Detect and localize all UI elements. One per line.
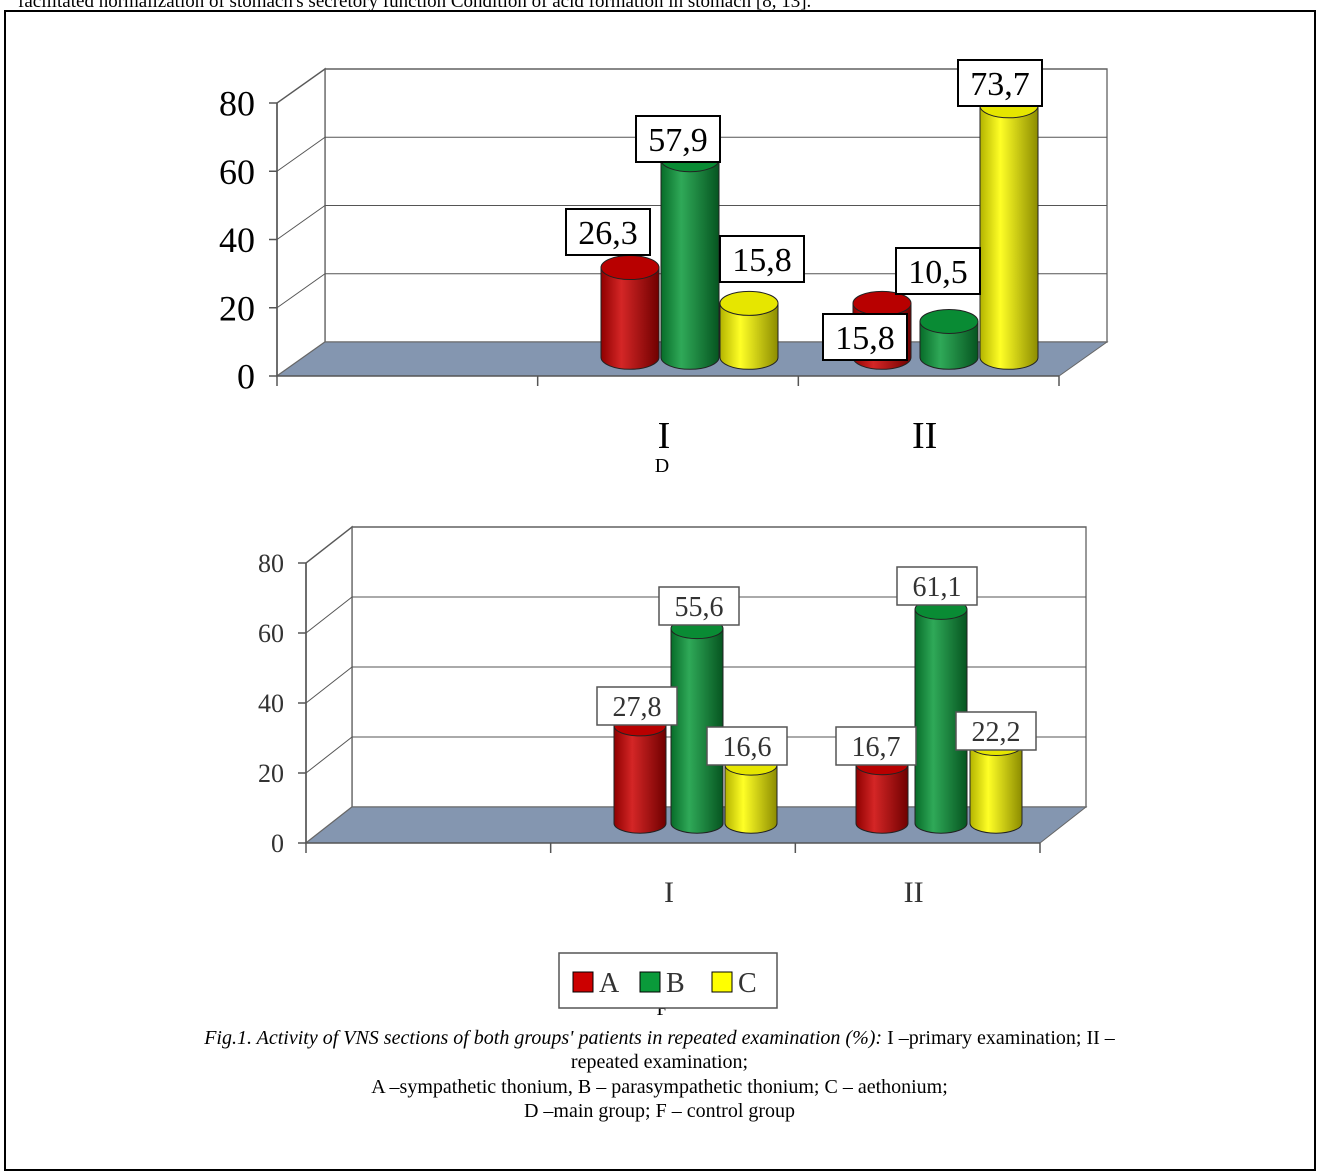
legend-label-b: B: [666, 968, 685, 999]
y-tick-label: 20: [258, 759, 284, 788]
figure-caption-line-2: repeated examination;: [570, 1051, 749, 1073]
data-label: 27,8: [613, 692, 662, 723]
bar-a-i: [600, 267, 660, 370]
bar-b-ii: [919, 320, 979, 370]
data-label-box: [955, 711, 1037, 751]
y-tick-label: 40: [219, 220, 255, 260]
data-label-box: [957, 59, 1043, 107]
figure-caption-line-1: Fig.1. Activity of VNS sections of both …: [0, 1026, 1319, 1050]
data-label: 10,5: [908, 254, 968, 291]
data-label: 15,8: [835, 320, 895, 357]
gridline-side: [305, 526, 353, 564]
legend-label-a: A: [599, 968, 620, 999]
legend-swatch-a: [572, 971, 594, 993]
gridline-side: [276, 205, 326, 240]
bar-c-ii: [969, 745, 1023, 834]
data-label-box: [658, 586, 740, 626]
data-label: 15,8: [732, 242, 792, 279]
data-label: 73,7: [970, 66, 1030, 103]
data-label: 55,6: [675, 592, 724, 623]
gridline-side: [305, 736, 353, 774]
y-tick-label: 80: [258, 549, 284, 578]
x-category-label: II: [904, 876, 924, 909]
gridline-side: [276, 68, 326, 104]
x-category-label: II: [912, 415, 937, 457]
data-label-box: [896, 566, 978, 606]
bar-c-i: [724, 764, 778, 834]
figure-caption-line-3: A –sympathetic thonium, B – parasympathe…: [371, 1076, 948, 1098]
figure-frame: [4, 10, 1316, 1171]
y-tick-label: 80: [219, 84, 255, 124]
data-label: 16,7: [852, 732, 901, 763]
data-label-box: [835, 726, 917, 766]
bar-b-ii: [914, 608, 968, 834]
gridline-side: [305, 666, 353, 704]
legend-swatch-b: [639, 971, 661, 993]
data-label: 26,3: [578, 215, 638, 252]
bar-top-c-i: [719, 290, 779, 316]
data-label-box: [596, 686, 678, 726]
data-label-box: [895, 247, 981, 295]
bar-c-i: [719, 302, 779, 370]
bar-b-i: [660, 159, 720, 370]
bar-a-ii: [855, 764, 909, 834]
data-label: 57,9: [648, 122, 708, 159]
bar-c-ii: [979, 105, 1039, 370]
data-label: 61,1: [913, 572, 962, 603]
figure-caption-text: I –primary examination; II –: [882, 1027, 1115, 1049]
y-tick-label: 20: [219, 288, 255, 328]
chart-title: D: [655, 455, 669, 477]
figure-caption-line-4: D –main group; F – control group: [523, 1100, 796, 1122]
y-tick-label: 0: [271, 829, 284, 858]
legend-label-c: C: [738, 968, 757, 999]
data-label-box: [719, 235, 805, 283]
data-label: 22,2: [972, 717, 1021, 748]
figure-caption-title: Fig.1. Activity of VNS sections of both …: [204, 1027, 883, 1049]
x-category-label: I: [664, 876, 674, 909]
data-label-box: [565, 208, 651, 256]
chart-title: F: [656, 998, 667, 1020]
y-tick-label: 60: [219, 152, 255, 192]
x-category-label: I: [658, 415, 671, 457]
bar-a-i: [613, 725, 667, 834]
y-tick-label: 60: [258, 619, 284, 648]
bar-b-i: [670, 628, 724, 834]
legend-swatch-c: [711, 971, 733, 993]
gridline-side: [305, 596, 353, 634]
gridline-side: [276, 273, 326, 309]
data-label-box: [822, 313, 908, 361]
y-tick-label: 40: [258, 689, 284, 718]
preceding-text-line: facilitated normalization of stomach's s…: [18, 0, 812, 12]
bar-top-b-ii: [919, 308, 979, 334]
y-tick-label: 0: [237, 357, 255, 397]
legend-box: [558, 952, 778, 1009]
data-label-box: [706, 726, 788, 766]
data-label-box: [635, 115, 721, 163]
data-label: 16,6: [723, 732, 772, 763]
gridline-side: [276, 136, 326, 172]
